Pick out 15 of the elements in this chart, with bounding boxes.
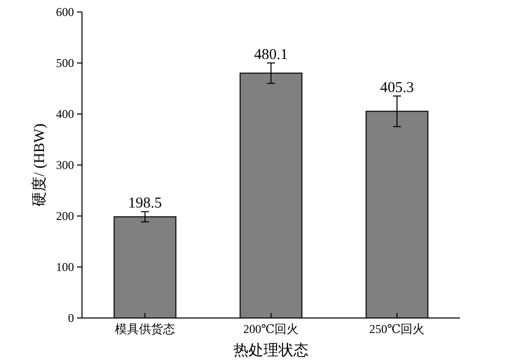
data-label: 198.5 — [128, 196, 162, 212]
y-tick-label: 600 — [56, 5, 74, 19]
x-tick-label: 模具供货态 — [115, 322, 175, 336]
x-tick-label: 200℃回火 — [243, 322, 299, 336]
data-label: 480.1 — [254, 46, 288, 63]
y-tick-label: 0 — [68, 311, 74, 325]
y-tick-label: 100 — [56, 260, 74, 274]
y-tick-label: 500 — [56, 56, 74, 70]
data-label: 405.3 — [380, 80, 414, 96]
x-tick-label: 250℃回火 — [369, 322, 425, 336]
y-tick-label: 400 — [56, 107, 74, 121]
x-axis-title: 热处理状态 — [234, 342, 308, 359]
y-tick-label: 300 — [56, 158, 74, 172]
y-tick-label: 200 — [56, 209, 74, 223]
y-axis-title: 硬度/ (HBW) — [31, 124, 48, 206]
